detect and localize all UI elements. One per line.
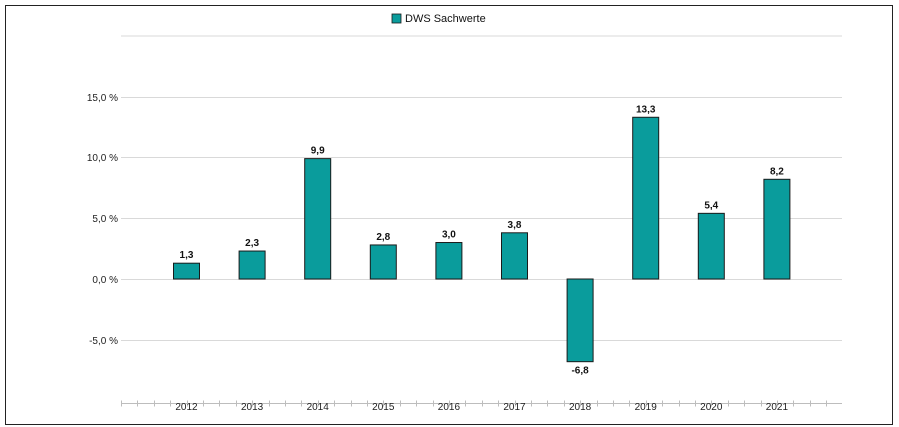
x-tick-label-2017: 2017 [503,402,526,413]
x-tick-label-2019: 2019 [635,402,658,413]
bar-chart: -5,0 % 0,0 % 5,0 % 10,0 % 15,0 % 1,3 2,3 9,9 2,… [87,13,842,413]
y-axis-tick-labels: -5,0 % 0,0 % 5,0 % 10,0 % 15,0 % [87,93,118,347]
y-tick-label: 0,0 % [92,275,118,286]
data-label-2018: -6,8 [571,366,589,377]
x-tick-label-2018: 2018 [569,402,592,413]
x-tick-label-2016: 2016 [438,402,461,413]
data-label-2012: 1,3 [180,250,194,261]
x-axis: 2012 2013 2014 2015 2016 2017 2018 2019 2020 2021 [121,400,842,413]
x-tick-label-2020: 2020 [700,402,723,413]
x-tick-label-2014: 2014 [307,402,330,413]
y-tick-label: 5,0 % [92,214,118,225]
data-label-2016: 3,0 [442,230,456,241]
data-label-2021: 8,2 [770,166,784,177]
legend: DWS Sachwerte [391,13,486,25]
y-tick-label: 10,0 % [87,153,118,164]
bar-2014 [304,158,332,280]
bar-2021 [763,178,791,280]
bar-2017 [501,232,528,280]
y-tick-label: 15,0 % [87,93,118,104]
bar-2013 [238,250,266,280]
bars [173,116,791,363]
bar-2018 [566,278,594,363]
data-labels: 1,3 2,3 9,9 2,8 3,0 3,8 -6,8 13,3 5,4 8,2 [180,104,785,376]
legend-label: DWS Sachwerte [405,13,486,25]
data-label-2013: 2,3 [245,238,259,249]
bar-2019 [632,116,660,280]
data-label-2019: 13,3 [636,104,656,115]
data-label-2014: 9,9 [311,146,325,157]
x-tick-label-2012: 2012 [175,402,198,413]
bar-2016 [435,242,463,280]
y-tick-label: -5,0 % [89,336,118,347]
chart-frame: -5,0 % 0,0 % 5,0 % 10,0 % 15,0 % 1,3 2,3 9,9 2,… [5,5,893,425]
bar-2015 [369,244,397,280]
legend-swatch [391,13,402,24]
data-label-2017: 3,8 [508,220,522,231]
data-label-2020: 5,4 [704,200,718,211]
x-tick-label-2013: 2013 [241,402,264,413]
x-tick-label-2015: 2015 [372,402,395,413]
data-label-2015: 2,8 [376,232,390,243]
bar-2020 [697,212,725,280]
gridlines [121,35,842,341]
bar-2012 [173,262,200,280]
x-tick-label-2021: 2021 [766,402,789,413]
